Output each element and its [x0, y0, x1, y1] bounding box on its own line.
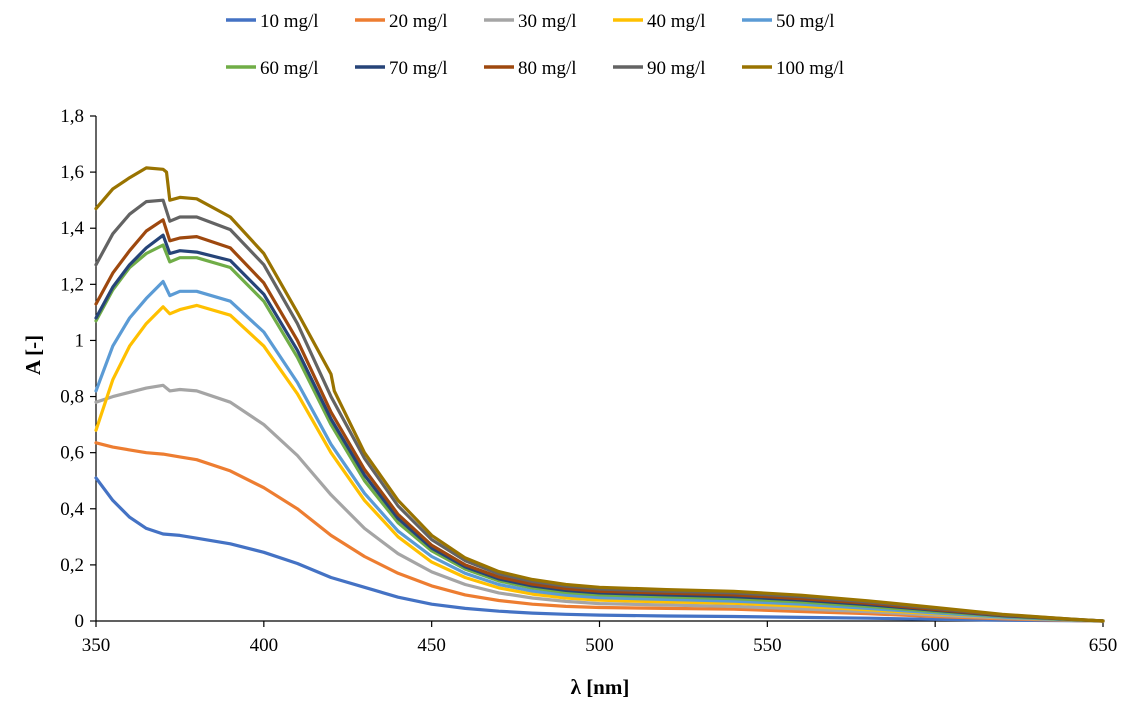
y-tick-label: 1,6: [60, 162, 84, 183]
plot-lines: [94, 166, 1105, 623]
legend-label: 70 mg/l: [389, 58, 448, 79]
legend-label: 60 mg/l: [260, 58, 319, 79]
legend-item: 10 mg/l: [226, 11, 319, 32]
legend: 10 mg/l 20 mg/l 30 mg/l 40 mg/l 50 mg/l 60 mg…: [226, 11, 844, 79]
series-line-6: [94, 243, 1105, 623]
series-line-8: [94, 218, 1105, 623]
legend-item: 20 mg/l: [355, 11, 448, 32]
legend-item: 50 mg/l: [742, 11, 835, 32]
x-tick-label: 600: [921, 635, 950, 656]
series-line-2: [94, 441, 1105, 623]
y-tick-label: 0,4: [60, 499, 84, 520]
legend-label: 40 mg/l: [647, 11, 706, 32]
legend-item: 60 mg/l: [226, 58, 319, 79]
x-tick-label: 400: [250, 635, 279, 656]
legend-label: 30 mg/l: [518, 11, 577, 32]
series-line-4: [94, 303, 1105, 623]
x-tick-label: 450: [417, 635, 446, 656]
legend-label: 90 mg/l: [647, 58, 706, 79]
legend-label: 50 mg/l: [776, 11, 835, 32]
y-tick-label: 1,8: [60, 106, 84, 127]
series-line-5: [94, 279, 1105, 623]
legend-item: 70 mg/l: [355, 58, 448, 79]
y-tick-label: 0,6: [60, 443, 84, 464]
y-tick-label: 0: [75, 611, 85, 632]
x-tick-label: 550: [753, 635, 782, 656]
y-tick-label: 0,2: [60, 555, 84, 576]
y-tick-label: 0,8: [60, 387, 84, 408]
legend-label: 10 mg/l: [260, 11, 319, 32]
y-tick-label: 1,4: [60, 218, 84, 239]
legend-label: 80 mg/l: [518, 58, 577, 79]
x-tick-label: 350: [82, 635, 111, 656]
legend-item: 30 mg/l: [484, 11, 577, 32]
x-tick-label: 500: [585, 635, 614, 656]
x-tick-label: 650: [1089, 635, 1118, 656]
y-tick-label: 1: [75, 330, 85, 351]
legend-label: 20 mg/l: [389, 11, 448, 32]
legend-item: 40 mg/l: [613, 11, 706, 32]
series-line-3: [94, 383, 1105, 623]
x-axis-title: λ [nm]: [571, 675, 630, 699]
legend-label: 100 mg/l: [776, 58, 844, 79]
legend-item: 80 mg/l: [484, 58, 577, 79]
y-axis: 0 0,2 0,4 0,6 0,8 1 1,2 1,4 1,6 1,8: [60, 106, 97, 632]
x-axis: 350 400 450 500 550 600 650: [82, 620, 1118, 656]
legend-item: 90 mg/l: [613, 58, 706, 79]
series-line-7: [94, 233, 1105, 623]
y-axis-title: A [-]: [21, 335, 45, 375]
legend-item: 100 mg/l: [742, 58, 844, 79]
series-line-10: [94, 166, 1105, 623]
y-tick-label: 1,2: [60, 274, 84, 295]
series-line-1: [94, 476, 1105, 623]
